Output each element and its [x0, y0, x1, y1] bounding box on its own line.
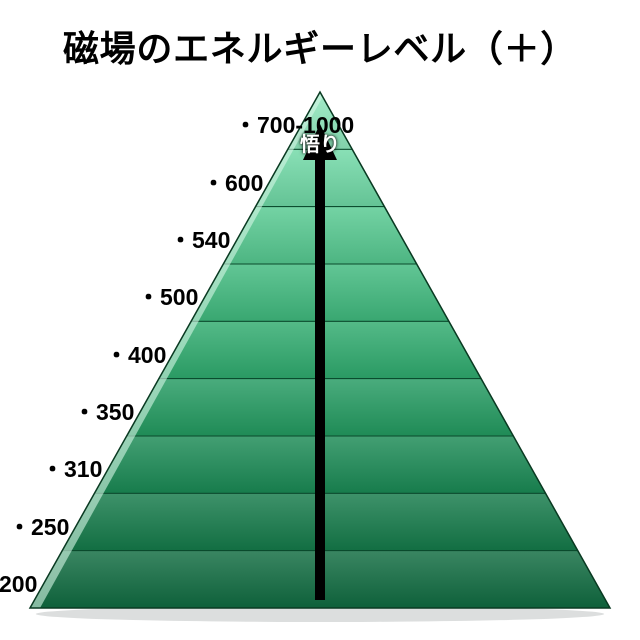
level-label: ・600: [202, 164, 263, 198]
level-label: ・540: [169, 221, 230, 255]
page-title: 磁場のエネルギーレベル（＋）: [0, 20, 640, 72]
arrow-apex-label: 悟り: [300, 128, 340, 157]
pyramid-diagram: [0, 0, 640, 640]
level-label: ・350: [73, 393, 134, 427]
level-label: ・400: [105, 336, 166, 370]
level-label: ・310: [41, 450, 102, 484]
level-label: ・200: [0, 565, 37, 599]
level-label: ・250: [8, 508, 69, 542]
level-label: ・500: [137, 278, 198, 312]
